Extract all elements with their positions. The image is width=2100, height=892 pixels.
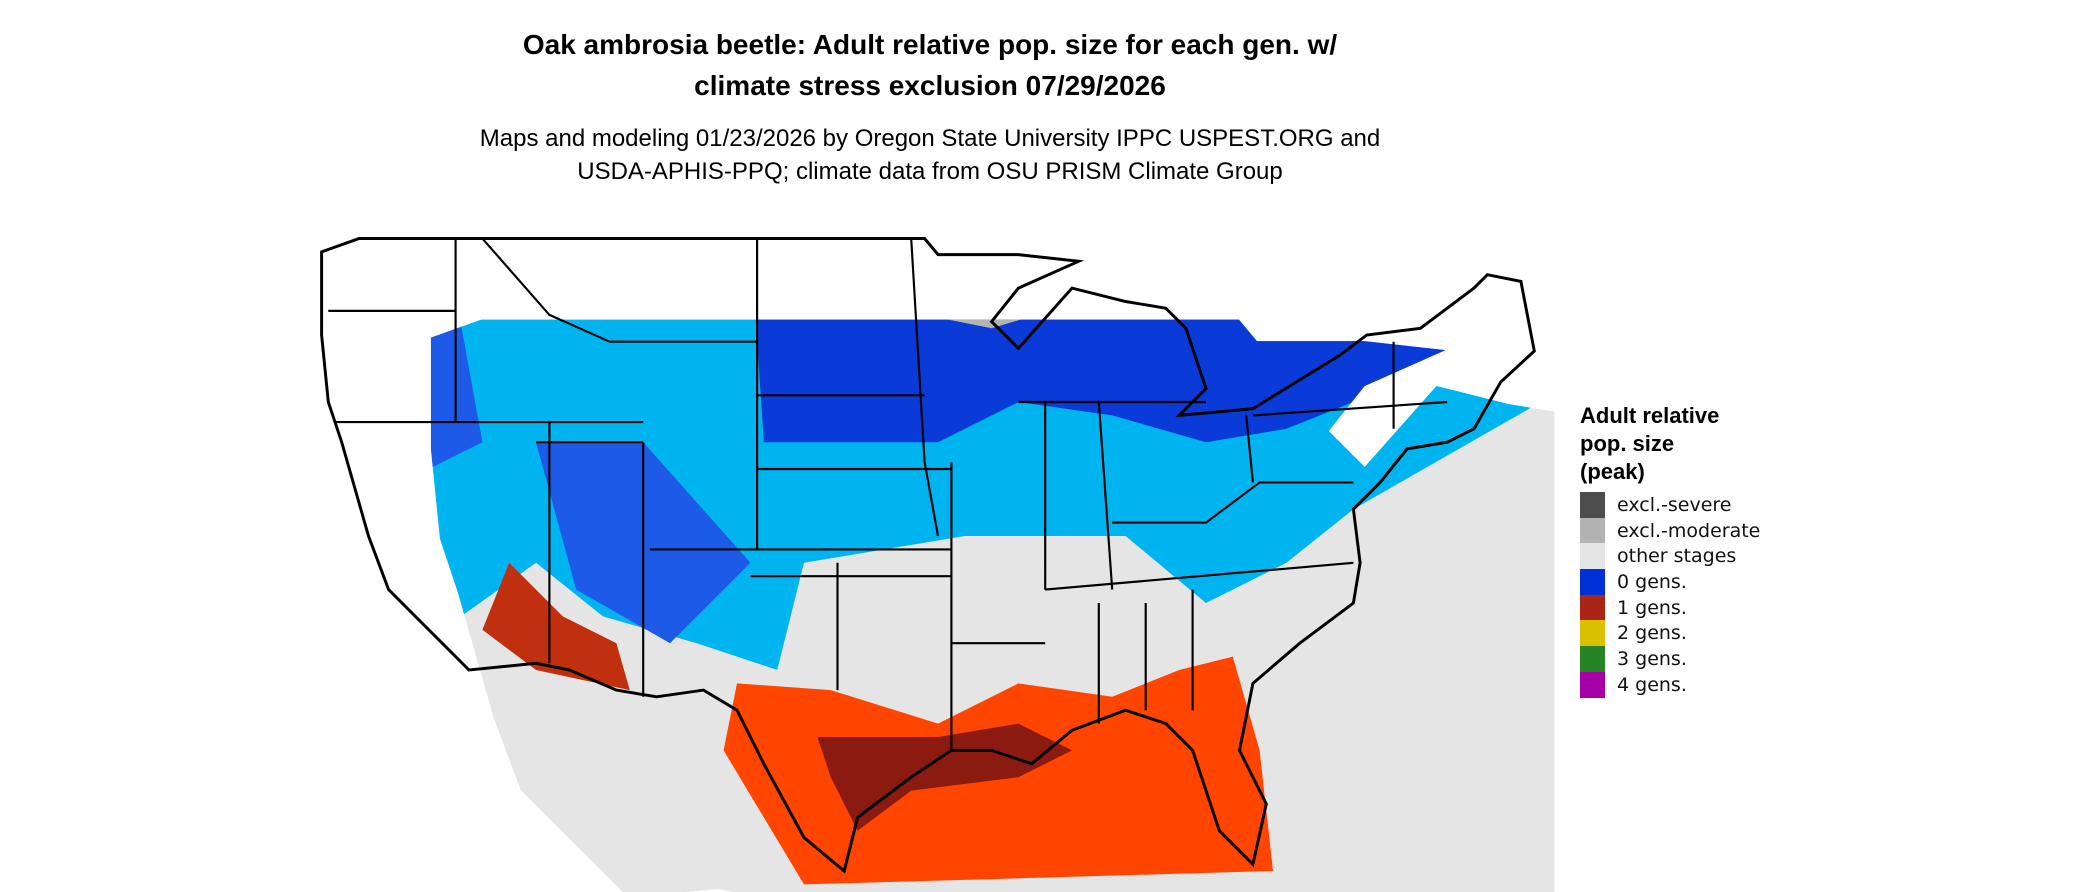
legend-swatch bbox=[1580, 671, 1605, 698]
map-subtitle-line-2: USDA-APHIS-PPQ; climate data from OSU PR… bbox=[577, 158, 1283, 185]
legend: Adult relative pop. size (peak) excl.-se… bbox=[1580, 402, 1760, 698]
zero-gens-region-west bbox=[430, 319, 483, 483]
legend-item: 1 gens. bbox=[1580, 594, 1760, 621]
legend-swatch bbox=[1580, 646, 1605, 672]
legend-item: 0 gens. bbox=[1580, 569, 1760, 595]
map-title-line-2: climate stress exclusion 07/29/2026 bbox=[694, 70, 1166, 101]
legend-swatch bbox=[1580, 620, 1605, 647]
legend-swatch bbox=[1580, 594, 1605, 621]
legend-label: excl.-moderate bbox=[1617, 519, 1761, 542]
legend-label: 2 gens. bbox=[1617, 622, 1687, 645]
map-title-line-1: Oak ambrosia beetle: Adult relative pop.… bbox=[522, 29, 1338, 60]
legend-swatch bbox=[1580, 543, 1605, 570]
legend-label: other stages bbox=[1617, 545, 1737, 568]
legend-label: 3 gens. bbox=[1617, 647, 1687, 670]
legend-item: 2 gens. bbox=[1580, 620, 1760, 647]
excl-moderate-region-nd bbox=[750, 239, 911, 315]
legend-title-line-3: (peak) bbox=[1580, 459, 1645, 484]
legend-item: excl.-severe bbox=[1580, 492, 1760, 518]
legend-item: 3 gens. bbox=[1580, 646, 1760, 672]
legend-item: 4 gens. bbox=[1580, 671, 1760, 698]
legend-title-line-1: Adult relative bbox=[1580, 403, 1720, 428]
legend-label: excl.-severe bbox=[1617, 493, 1732, 516]
one-gen-region-arizona bbox=[482, 562, 630, 691]
legend-item: excl.-moderate bbox=[1580, 517, 1761, 544]
legend-label: 1 gens. bbox=[1617, 596, 1687, 619]
legend-label: 4 gens. bbox=[1617, 673, 1687, 696]
legend-title-line-2: pop. size bbox=[1580, 431, 1675, 456]
legend-swatch bbox=[1580, 569, 1605, 595]
one-gen-region-texas-louisiana bbox=[817, 723, 1072, 831]
map-subtitle-line-1: Maps and modeling 01/23/2026 by Oregon S… bbox=[479, 125, 1381, 152]
legend-item: other stages bbox=[1580, 543, 1760, 570]
legend-title: Adult relative pop. size (peak) bbox=[1580, 402, 1760, 486]
state-borders bbox=[328, 237, 1448, 751]
zero-gens-region-north bbox=[430, 319, 1542, 443]
legend-swatch bbox=[1580, 517, 1605, 544]
legend-label: 0 gens. bbox=[1617, 570, 1687, 593]
legend-swatch bbox=[1580, 492, 1605, 518]
